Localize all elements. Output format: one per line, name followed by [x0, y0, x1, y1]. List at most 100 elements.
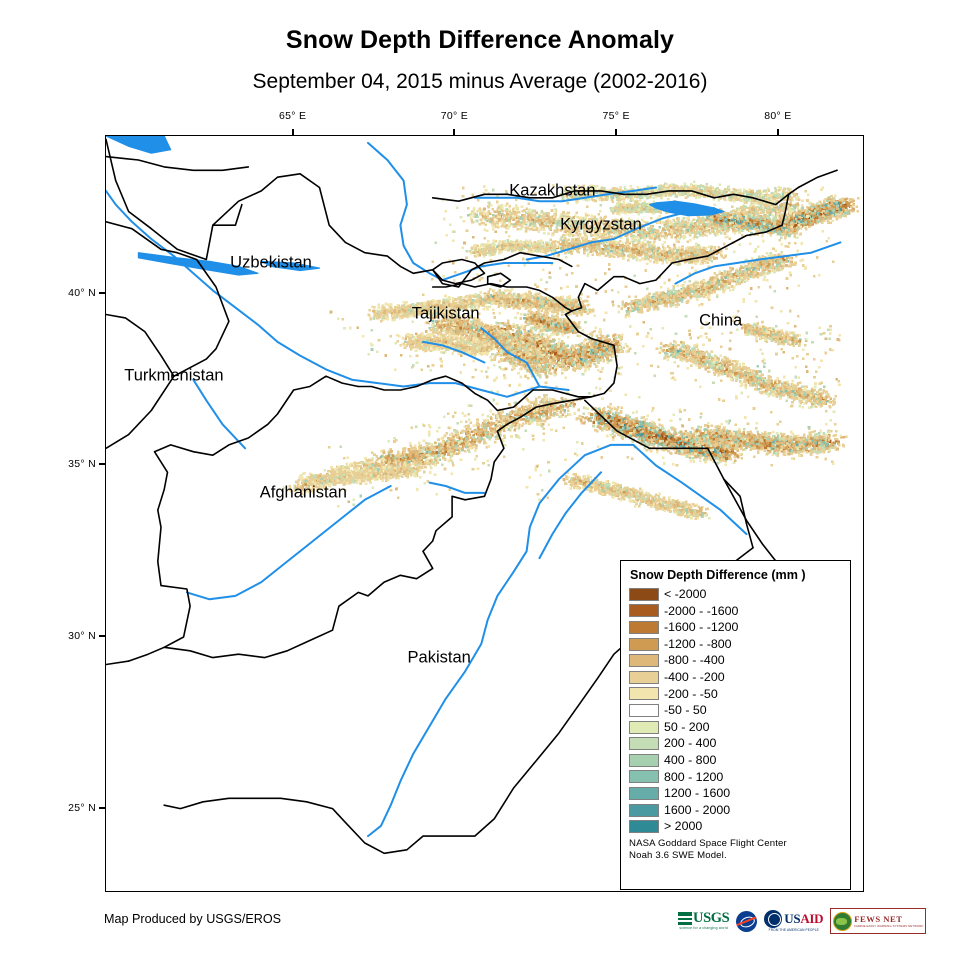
legend-swatch: [629, 820, 659, 834]
legend-label: 800 - 1200: [664, 770, 723, 783]
country-border: [431, 186, 800, 206]
legend-swatch: [629, 604, 659, 618]
legend-title: Snow Depth Difference (mm ): [630, 568, 843, 582]
country-border: [486, 272, 512, 288]
legend-label: -50 - 50: [664, 704, 707, 717]
fewsnet-globe-icon: [833, 911, 853, 931]
river-line: [428, 481, 486, 494]
lat-label-40: 40° N: [68, 287, 96, 299]
usaid-logo: US AID FROM THE AMERICAN PEOPLE: [764, 909, 824, 932]
legend-swatch: [629, 620, 659, 634]
country-border: [127, 375, 360, 662]
river-line: [480, 327, 541, 388]
usaid-tagline: FROM THE AMERICAN PEOPLE: [769, 928, 819, 932]
usaid-seal-icon: [764, 909, 783, 928]
legend-label: -1200 - -800: [664, 637, 732, 650]
fewsnet-tagline: FAMINE EARLY WARNING SYSTEMS NETWORK: [854, 924, 923, 928]
legend-source-line2: Noah 3.6 SWE Model.: [629, 850, 843, 862]
legend-label: 1600 - 2000: [664, 803, 730, 816]
country-border: [431, 258, 486, 285]
legend-swatch: [629, 637, 659, 651]
country-border: [163, 396, 593, 659]
country-border: [106, 138, 573, 288]
page-title: Snow Depth Difference Anomaly: [0, 26, 960, 55]
legend-swatch: [629, 654, 659, 668]
map-credit: Map Produced by USGS/EROS: [104, 912, 281, 926]
lat-tick-30: [99, 635, 105, 638]
lon-label-65: 65° E: [279, 110, 306, 122]
legend-swatch: [629, 703, 659, 717]
page-subtitle: September 04, 2015 minus Average (2002-2…: [0, 70, 960, 94]
lon-tick-80: [776, 129, 779, 135]
country-border: [106, 221, 230, 450]
usaid-wordmark-us: US: [784, 911, 800, 927]
legend-label: -200 - -50: [664, 687, 718, 700]
legend-label: 400 - 800: [664, 754, 716, 767]
lake-polygon: [106, 136, 172, 154]
legend-swatch: [629, 670, 659, 684]
usgs-tagline: science for a changing world: [679, 926, 728, 930]
lon-label-70: 70° E: [441, 110, 468, 122]
legend-row: -2000 - -1600: [628, 603, 843, 620]
country-border: [564, 193, 790, 316]
lake-polygon: [648, 200, 725, 217]
legend-row: -400 - -200: [628, 669, 843, 686]
legend-label: -800 - -400: [664, 654, 725, 667]
country-border: [106, 155, 250, 172]
legend-label: < -2000: [664, 588, 706, 601]
river-line: [422, 340, 486, 364]
river-line: [674, 241, 842, 285]
legend-row: -800 - -400: [628, 652, 843, 669]
legend-panel: Snow Depth Difference (mm ) < -2000 -2000…: [620, 560, 851, 890]
usaid-wordmark-aid: AID: [800, 911, 823, 927]
lake-polygon: [260, 260, 321, 272]
legend-swatch: [629, 687, 659, 701]
country-border: [797, 169, 838, 189]
legend-row: 400 - 800: [628, 752, 843, 769]
legend-row: -1200 - -800: [628, 636, 843, 653]
legend-swatch: [629, 753, 659, 767]
usgs-wordmark: USGS: [693, 911, 730, 926]
lat-label-30: 30° N: [68, 630, 96, 642]
map-vectors: [106, 136, 842, 855]
legend-label: -400 - -200: [664, 671, 725, 684]
lat-label-25: 25° N: [68, 802, 96, 814]
legend-label: 50 - 200: [664, 720, 709, 733]
legend-swatch: [629, 803, 659, 817]
legend-row: 1600 - 2000: [628, 802, 843, 819]
lon-label-80: 80° E: [764, 110, 791, 122]
country-border: [212, 203, 243, 226]
country-border: [584, 399, 754, 549]
legend-row: 50 - 200: [628, 719, 843, 736]
lat-tick-40: [99, 291, 105, 294]
legend-label: -1600 - -1200: [664, 621, 738, 634]
lat-label-35: 35° N: [68, 458, 96, 470]
lon-tick-70: [453, 129, 456, 135]
river-line: [538, 471, 602, 560]
nasa-logo: [736, 910, 758, 932]
legend-row: -50 - 50: [628, 702, 843, 719]
legend-swatch: [629, 587, 659, 601]
legend-swatch: [629, 786, 659, 800]
legend-entries: < -2000 -2000 - -1600 -1600 - -1200 -1200 -…: [628, 586, 843, 835]
legend-label: -2000 - -1600: [664, 604, 738, 617]
lon-tick-65: [291, 129, 294, 135]
legend-swatch: [629, 770, 659, 784]
lake-polygon: [137, 252, 259, 276]
legend-row: < -2000: [628, 586, 843, 603]
legend-source-line1: NASA Goddard Space Flight Center: [629, 838, 843, 850]
usgs-logo: USGS science for a changing world: [678, 910, 730, 932]
fewsnet-wordmark: FEWS NET: [854, 914, 923, 924]
legend-label: > 2000: [664, 820, 702, 833]
agency-logo-group: USGS science for a changing world US AID …: [678, 908, 927, 934]
legend-row: 200 - 400: [628, 735, 843, 752]
country-border: [106, 313, 175, 377]
river-line: [106, 189, 570, 398]
river-line: [473, 186, 657, 203]
snow-anomaly-raster: [283, 180, 860, 520]
country-border: [357, 375, 580, 412]
river-line: [367, 141, 554, 282]
lon-tick-75: [615, 129, 618, 135]
country-border: [106, 660, 130, 666]
